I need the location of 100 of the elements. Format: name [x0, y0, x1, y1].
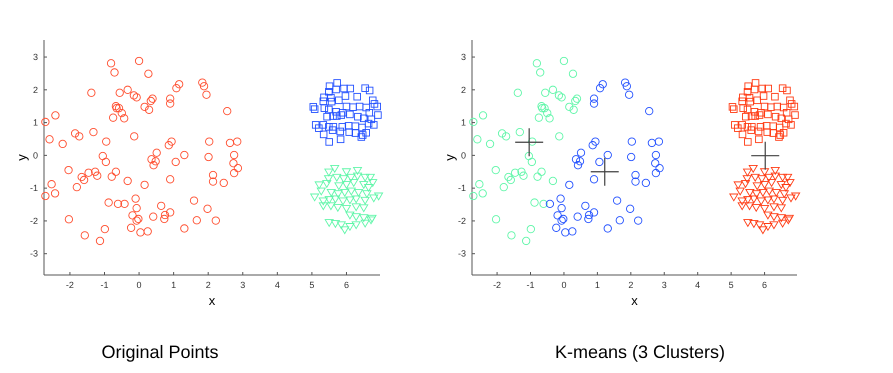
x-tick-label: 5 — [309, 280, 314, 290]
point — [627, 152, 636, 162]
point — [333, 79, 341, 87]
point — [778, 196, 788, 205]
point — [755, 136, 763, 144]
point — [361, 84, 369, 92]
y-tick-label: 0 — [32, 150, 38, 160]
y-tick-label: -2 — [458, 216, 466, 226]
point — [333, 204, 342, 212]
point — [537, 168, 546, 176]
point — [561, 228, 570, 237]
point — [568, 70, 578, 78]
point — [346, 174, 356, 182]
point — [752, 79, 760, 87]
point — [326, 202, 336, 210]
point — [780, 190, 789, 198]
point — [770, 166, 780, 175]
point — [774, 102, 782, 110]
point — [374, 111, 382, 119]
point — [616, 216, 624, 224]
point — [743, 219, 752, 227]
point — [320, 121, 328, 129]
point — [559, 214, 568, 224]
point — [560, 56, 568, 66]
point — [590, 99, 598, 108]
point — [368, 116, 376, 124]
point — [373, 102, 381, 110]
point — [598, 80, 607, 88]
point — [332, 174, 342, 182]
point — [515, 128, 544, 156]
point — [778, 220, 788, 228]
point — [336, 128, 344, 136]
point — [734, 181, 743, 190]
point — [738, 202, 747, 210]
point — [334, 190, 343, 198]
point — [323, 112, 331, 120]
point — [369, 194, 378, 202]
point — [500, 183, 508, 192]
point — [358, 131, 366, 139]
point — [530, 198, 539, 207]
point — [769, 213, 778, 221]
point — [543, 108, 552, 118]
point — [744, 82, 752, 90]
point — [366, 174, 375, 182]
point — [752, 204, 761, 212]
point — [360, 174, 370, 182]
point — [557, 93, 566, 102]
point — [318, 197, 328, 206]
point — [354, 112, 362, 120]
point — [791, 192, 800, 200]
point — [316, 188, 326, 196]
point — [340, 84, 348, 92]
point — [534, 114, 544, 122]
point — [324, 196, 334, 204]
point — [763, 212, 772, 220]
point — [517, 168, 526, 176]
point — [771, 92, 779, 100]
point — [744, 138, 752, 146]
x-tick-label: 3 — [662, 280, 667, 290]
point — [346, 84, 354, 92]
point — [750, 86, 758, 94]
point — [620, 78, 630, 87]
point — [751, 112, 759, 120]
point — [366, 86, 374, 94]
point — [748, 123, 756, 131]
point — [492, 215, 500, 224]
point — [330, 196, 340, 204]
point — [345, 212, 354, 220]
point — [622, 82, 631, 90]
point — [758, 84, 766, 92]
point — [325, 88, 333, 96]
point — [328, 126, 336, 134]
point — [776, 124, 784, 132]
x-tick-label: -1 — [526, 280, 535, 290]
point — [634, 216, 642, 225]
point — [370, 100, 378, 108]
point — [329, 112, 337, 120]
point — [352, 129, 360, 137]
x-tick-label: 0 — [561, 280, 566, 290]
x-tick-label: 4 — [274, 280, 280, 290]
point — [364, 184, 374, 192]
point — [775, 133, 783, 141]
point — [553, 211, 562, 220]
point — [778, 84, 786, 92]
point — [738, 121, 746, 129]
point — [571, 96, 580, 106]
point — [554, 91, 564, 100]
point — [320, 94, 328, 102]
point — [645, 106, 654, 116]
point — [783, 86, 791, 94]
point — [473, 135, 482, 144]
point — [486, 140, 494, 148]
point — [596, 84, 604, 92]
point — [752, 190, 761, 198]
point — [642, 178, 650, 188]
y-tick-label: -1 — [30, 183, 38, 194]
point — [751, 142, 780, 170]
point — [625, 90, 634, 99]
point — [568, 227, 576, 236]
point — [339, 175, 348, 183]
